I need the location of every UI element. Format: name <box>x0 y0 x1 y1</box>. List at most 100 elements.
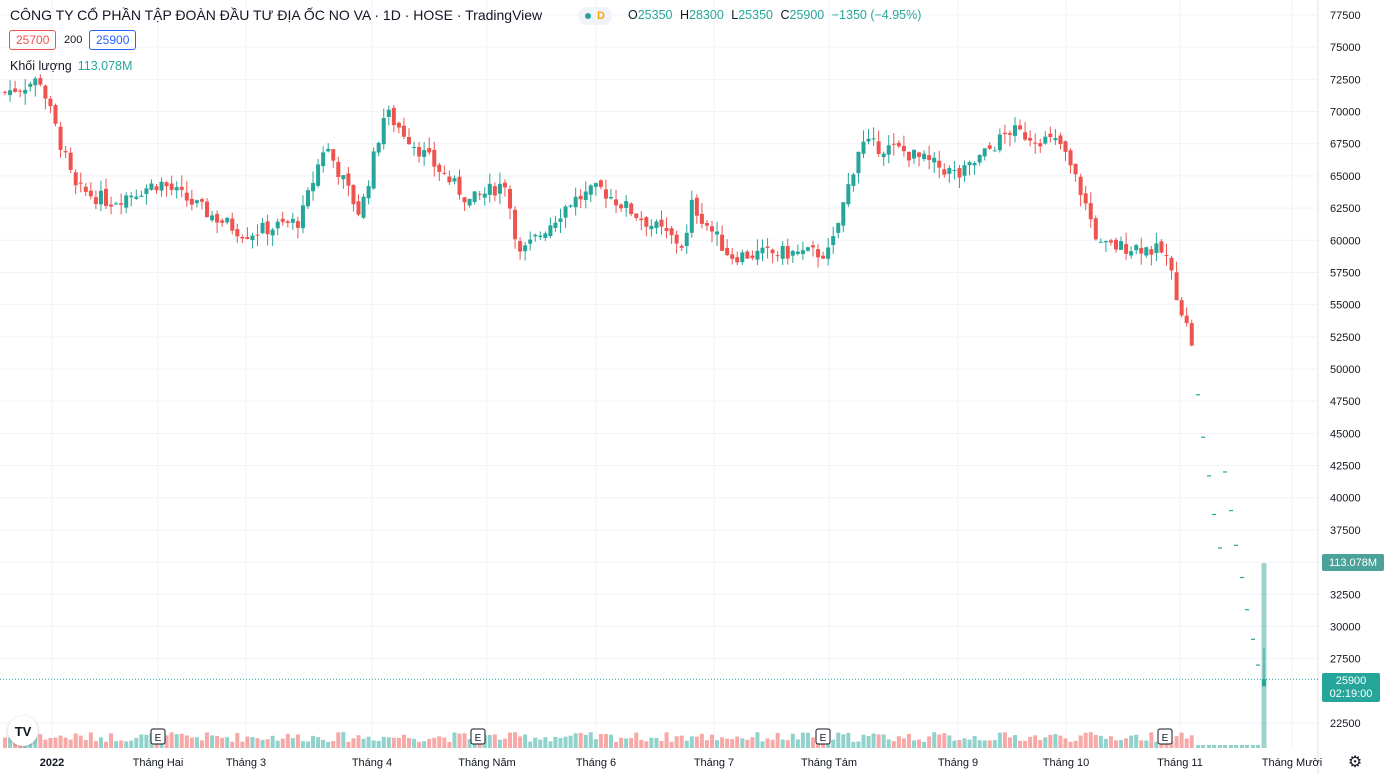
volume-bar <box>598 734 603 748</box>
high-label: H <box>679 8 690 22</box>
volume-bar <box>886 739 891 748</box>
candle-body <box>876 141 881 154</box>
sell-price-button[interactable]: 25700 <box>9 30 57 50</box>
time-axis[interactable]: 2022 Tháng Hai Tháng 3 Tháng 4 Tháng Năm Thán… <box>40 757 1322 769</box>
price-tick-label: 30000 <box>1330 621 1361 633</box>
candle-body <box>795 251 800 254</box>
candle-body <box>68 152 73 170</box>
volume-bar <box>58 735 63 748</box>
candle-body <box>593 183 598 187</box>
candle-body <box>159 181 164 191</box>
volume-bar <box>851 741 856 748</box>
price-tick-label: 42500 <box>1330 461 1361 473</box>
volume-bar <box>1218 745 1222 748</box>
volume-value: 113.078M <box>77 59 133 73</box>
candle-body <box>381 118 386 145</box>
candle-body <box>720 234 725 251</box>
candle-body <box>270 229 275 236</box>
volume-bar <box>568 735 573 748</box>
volume-bar <box>866 736 871 748</box>
volume-bar <box>1073 740 1078 748</box>
volume-bar <box>730 739 735 748</box>
candle-body <box>1028 137 1033 141</box>
candle-body <box>260 222 265 234</box>
candle-body <box>427 148 432 153</box>
time-tick-label: Tháng 3 <box>226 757 266 769</box>
candle-body <box>336 161 341 177</box>
data-delay-letter: D <box>597 10 605 22</box>
volume-bar <box>1093 735 1098 748</box>
volume-bar <box>205 732 209 748</box>
candle-body <box>735 257 740 263</box>
candle-body <box>114 203 119 205</box>
volume-bar <box>1149 732 1154 748</box>
volume-bar <box>891 741 896 748</box>
candle-body <box>255 234 260 236</box>
candle-body <box>836 222 841 233</box>
candle-body <box>139 195 144 197</box>
volume-bar <box>78 735 83 748</box>
volume-bar <box>1184 738 1189 748</box>
tradingview-logo-icon[interactable]: TV <box>8 716 38 746</box>
volume-bar <box>109 733 114 748</box>
volume-bar <box>957 740 962 748</box>
earnings-event-marker[interactable]: E <box>150 728 166 745</box>
close-label: C <box>780 8 790 22</box>
candle-body <box>1184 315 1189 324</box>
volume-bar <box>290 738 295 748</box>
last-price-value: 25900 <box>1335 675 1367 687</box>
volume-bar <box>694 736 699 748</box>
candle-body <box>1134 245 1139 251</box>
volume-bar <box>1088 732 1093 748</box>
earnings-event-marker[interactable]: E <box>470 728 486 745</box>
candle-body <box>285 221 290 223</box>
candle-body <box>492 186 497 196</box>
symbol-title[interactable]: CÔNG TY CỔ PHẦN TẬP ĐOÀN ĐẦU TƯ ĐỊA ỐC N… <box>10 7 543 23</box>
volume-bar <box>1119 740 1124 748</box>
candle-body <box>669 228 674 236</box>
candle-body <box>290 218 295 223</box>
volume-bar <box>1023 740 1028 748</box>
volume-bar <box>1048 734 1053 748</box>
settings-icon[interactable]: ⚙ <box>1347 754 1363 771</box>
volume-legend[interactable]: Khối lượng 113.078M <box>10 59 132 73</box>
chart-grid <box>0 0 1319 774</box>
earnings-event-marker[interactable]: E <box>815 728 831 745</box>
candle-body <box>1119 241 1124 250</box>
candle-body <box>967 162 972 166</box>
candle-body <box>225 217 230 223</box>
volume-bar <box>1240 745 1244 748</box>
buy-price-button[interactable]: 25900 <box>89 30 137 50</box>
volume-bar <box>800 732 805 748</box>
candle-body <box>619 204 624 209</box>
volume-bar <box>740 738 745 748</box>
volume-bar <box>715 740 720 748</box>
candle-body <box>1088 203 1093 220</box>
volume-bar <box>497 739 502 748</box>
market-status-pill[interactable]: D <box>578 7 612 25</box>
candle-body <box>639 218 644 221</box>
candle-body <box>942 169 947 175</box>
candle-body <box>33 78 38 86</box>
price-tick-label: 27500 <box>1330 654 1361 666</box>
candle-body <box>1169 257 1174 271</box>
volume-bar <box>518 736 523 748</box>
price-axis[interactable]: 77500 75000 72500 70000 67500 65000 62500 60000… <box>1330 10 1361 730</box>
candle-body <box>280 218 285 222</box>
volume-bar <box>659 741 664 748</box>
candle-body <box>1033 142 1038 144</box>
candle-body <box>1018 125 1023 130</box>
volume-bar <box>300 741 305 748</box>
candle-body <box>311 182 316 192</box>
candle-body <box>23 89 28 94</box>
volume-bar <box>901 738 906 748</box>
volume-bar <box>831 739 836 748</box>
candle-body <box>558 218 563 222</box>
candle-body <box>376 142 381 153</box>
candle-body <box>134 196 139 199</box>
volume-bar <box>210 735 215 748</box>
market-open-dot-icon <box>585 13 592 19</box>
earnings-event-marker[interactable]: E <box>1157 728 1173 745</box>
